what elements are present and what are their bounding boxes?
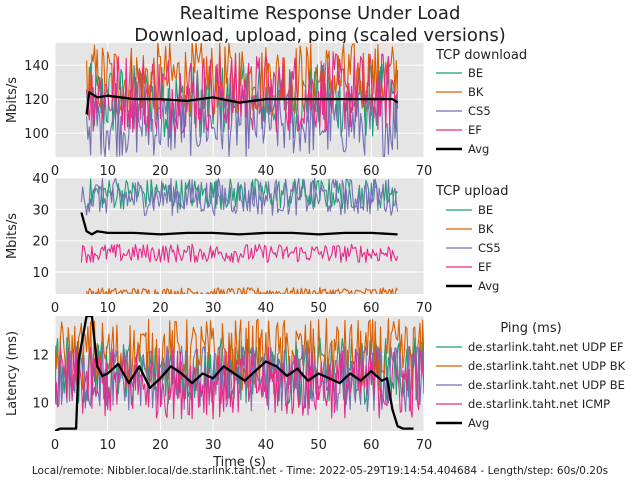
- legend-entry-label: Avg: [478, 279, 499, 293]
- legend-entry-label: Avg: [468, 142, 489, 156]
- legend-entry-label: de.starlink.taht.net UDP EF: [468, 340, 624, 354]
- series-line-de-starlink-taht-net-udp-bk: [55, 318, 424, 391]
- x-tick-label: 50: [310, 301, 327, 316]
- x-tick-label: 40: [258, 438, 275, 453]
- x-tick-label: 0: [51, 301, 59, 316]
- series-line-de-starlink-taht-net-udp-be: [55, 344, 424, 413]
- x-tick-label: 10: [99, 438, 116, 453]
- y-axis-label: Latency (ms): [5, 331, 20, 416]
- x-tick-label: 60: [363, 164, 380, 179]
- x-tick-label: 20: [152, 301, 169, 316]
- x-tick-label: 60: [363, 301, 380, 316]
- series-line-avg: [85, 91, 399, 115]
- y-tick-label: 10: [32, 266, 49, 281]
- chart-title-line2: Download, upload, ping (scaled versions): [134, 25, 506, 46]
- legend-title: TCP download: [435, 48, 527, 63]
- x-tick-label: 70: [416, 438, 433, 453]
- series-line-avg: [80, 212, 398, 236]
- x-tick-label: 40: [258, 301, 275, 316]
- x-tick-label: 10: [99, 301, 116, 316]
- x-tick-label: 50: [310, 164, 327, 179]
- x-tick-label: 60: [363, 438, 380, 453]
- x-tick-label: 10: [99, 164, 116, 179]
- series-line-avg: [55, 316, 414, 431]
- legend-entry-label: CS5: [468, 104, 491, 118]
- x-tick-label: 0: [51, 438, 59, 453]
- y-axis-label: Mbits/s: [5, 77, 20, 123]
- x-tick-label: 0: [51, 164, 59, 179]
- footer-text: Local/remote: Nibbler.local/de.starlink.…: [32, 465, 608, 477]
- legend-entry-label: EF: [478, 260, 492, 274]
- legend-entry-label: BK: [468, 85, 484, 99]
- y-tick-label: 20: [32, 235, 49, 250]
- legend-title: Ping (ms): [500, 321, 561, 336]
- legend-entry-label: BK: [478, 222, 494, 236]
- series-line-cs5: [80, 178, 399, 217]
- legend-entry-label: de.starlink.taht.net UDP BK: [468, 359, 626, 373]
- legend-entry-label: de.starlink.taht.net ICMP: [468, 397, 610, 411]
- legend-entry-label: BE: [468, 66, 483, 80]
- y-tick-label: 120: [24, 93, 49, 108]
- x-tick-label: 50: [310, 438, 327, 453]
- download-panel: 0 10 20 30 40 50 60 70 100 120 140 Mbits/s TCP downl…: [5, 43, 527, 179]
- legend-entry-label: EF: [468, 123, 482, 137]
- y-tick-label: 140: [24, 59, 49, 74]
- upload-panel: 0 10 20 30 40 50 60 70 10 20 30 40 Mbits/s TCP upload…: [5, 172, 509, 316]
- y-tick-label: 40: [32, 172, 49, 187]
- series-line-ef: [80, 243, 399, 264]
- series-line-bk: [86, 287, 399, 294]
- y-tick-label: 30: [32, 203, 49, 218]
- x-tick-label: 70: [416, 301, 433, 316]
- x-tick-label: 40: [258, 164, 275, 179]
- legend-entry-label: de.starlink.taht.net UDP BE: [468, 378, 625, 392]
- series-line-ef: [86, 51, 399, 134]
- x-tick-label: 30: [205, 301, 222, 316]
- y-tick-label: 10: [32, 396, 49, 411]
- y-axis-label: Mbits/s: [5, 213, 20, 259]
- y-tick-label: 12: [32, 348, 49, 363]
- ping-panel: 0 10 20 30 40 50 60 70 10 12 Latency (ms) Time (s) P…: [5, 316, 626, 470]
- x-tick-label: 30: [205, 164, 222, 179]
- y-tick-label: 100: [24, 127, 49, 142]
- x-tick-label: 20: [152, 438, 169, 453]
- x-axis-label: Time (s): [212, 455, 266, 470]
- series-line-be: [86, 178, 398, 210]
- x-tick-label: 70: [416, 164, 433, 179]
- legend-title: TCP upload: [435, 184, 509, 199]
- chart-title-line1: Realtime Response Under Load: [180, 3, 461, 24]
- x-tick-label: 20: [152, 164, 169, 179]
- x-tick-label: 30: [205, 438, 222, 453]
- legend-entry-label: BE: [478, 203, 493, 217]
- legend-entry-label: Avg: [468, 416, 489, 430]
- legend-entry-label: CS5: [478, 241, 501, 255]
